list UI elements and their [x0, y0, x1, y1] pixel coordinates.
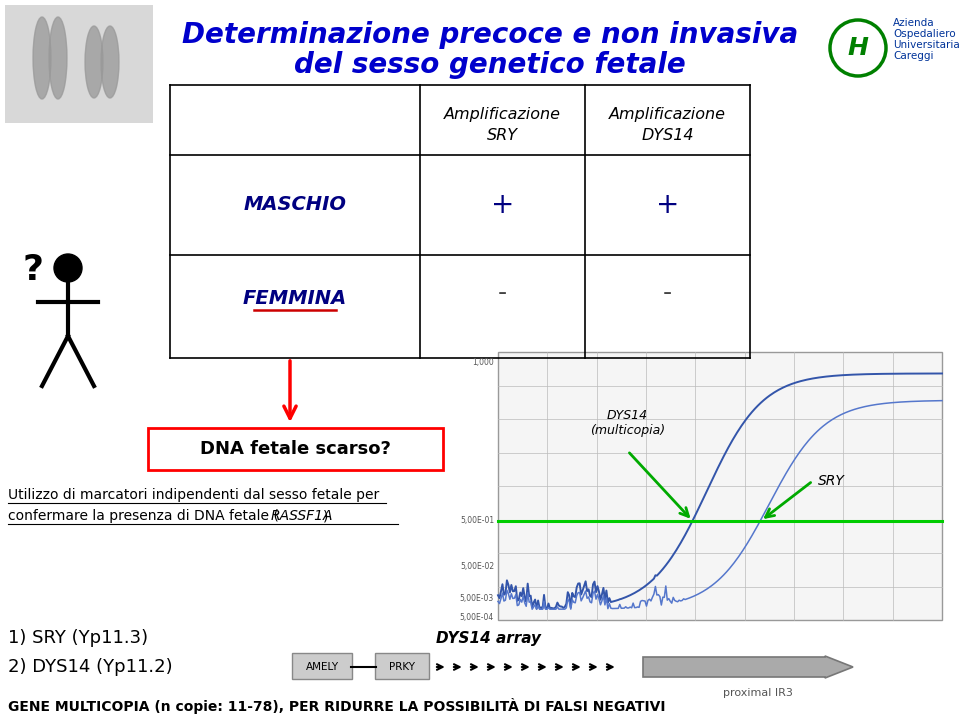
- Text: Universitaria: Universitaria: [893, 40, 960, 50]
- Text: 5,00E-04: 5,00E-04: [460, 613, 494, 622]
- FancyBboxPatch shape: [375, 653, 429, 679]
- Text: -: -: [498, 281, 507, 306]
- Text: DNA fetale scarso?: DNA fetale scarso?: [200, 440, 391, 458]
- Text: DYS14
(multicopia): DYS14 (multicopia): [590, 408, 665, 437]
- Circle shape: [54, 254, 82, 282]
- Text: Ospedaliero: Ospedaliero: [893, 29, 955, 39]
- Text: Careggi: Careggi: [893, 51, 933, 61]
- Text: proximal IR3: proximal IR3: [723, 688, 793, 698]
- Text: SRY: SRY: [487, 127, 518, 142]
- Ellipse shape: [101, 26, 119, 98]
- Ellipse shape: [33, 17, 51, 99]
- FancyArrow shape: [643, 656, 853, 678]
- Text: GENE MULTICOPIA (n copie: 11-78), PER RIDURRE LA POSSIBILITÀ DI FALSI NEGATIVI: GENE MULTICOPIA (n copie: 11-78), PER RI…: [8, 698, 665, 714]
- Text: DYS14: DYS14: [641, 127, 694, 142]
- Text: 5,00E-03: 5,00E-03: [460, 594, 494, 603]
- Text: +: +: [491, 191, 515, 219]
- Ellipse shape: [49, 17, 67, 99]
- Text: Determinazione precoce e non invasiva: Determinazione precoce e non invasiva: [181, 21, 798, 49]
- Text: DYS14 array: DYS14 array: [436, 630, 540, 646]
- Text: MASCHIO: MASCHIO: [244, 195, 347, 215]
- Text: Utilizzo di marcatori indipendenti dal sesso fetale per: Utilizzo di marcatori indipendenti dal s…: [8, 488, 379, 502]
- Text: Amplificazione: Amplificazione: [444, 108, 561, 122]
- Text: RASSF1A: RASSF1A: [271, 509, 333, 523]
- Ellipse shape: [85, 26, 103, 98]
- FancyBboxPatch shape: [148, 428, 443, 470]
- Text: AMELY: AMELY: [305, 662, 339, 672]
- Bar: [498, 352, 942, 620]
- Text: SRY: SRY: [818, 474, 845, 488]
- Text: 1,000: 1,000: [472, 358, 494, 367]
- Text: H: H: [848, 36, 869, 60]
- Text: +: +: [656, 191, 679, 219]
- Text: ?: ?: [22, 253, 43, 287]
- Text: 2) DYS14 (Yp11.2): 2) DYS14 (Yp11.2): [8, 658, 173, 676]
- FancyBboxPatch shape: [292, 653, 352, 679]
- Text: 5,00E-01: 5,00E-01: [460, 516, 494, 526]
- Text: 5,00E-02: 5,00E-02: [460, 562, 494, 571]
- Text: PRKY: PRKY: [389, 662, 415, 672]
- Text: ): ): [323, 509, 328, 523]
- Text: confermare la presenza di DNA fetale (: confermare la presenza di DNA fetale (: [8, 509, 278, 523]
- Text: 1) SRY (Yp11.3): 1) SRY (Yp11.3): [8, 629, 148, 647]
- Bar: [5, 5, 153, 123]
- Text: FEMMINA: FEMMINA: [243, 289, 348, 308]
- Text: -: -: [663, 281, 672, 306]
- Text: Amplificazione: Amplificazione: [609, 108, 726, 122]
- Text: Azienda: Azienda: [893, 18, 935, 28]
- Text: del sesso genetico fetale: del sesso genetico fetale: [294, 51, 685, 79]
